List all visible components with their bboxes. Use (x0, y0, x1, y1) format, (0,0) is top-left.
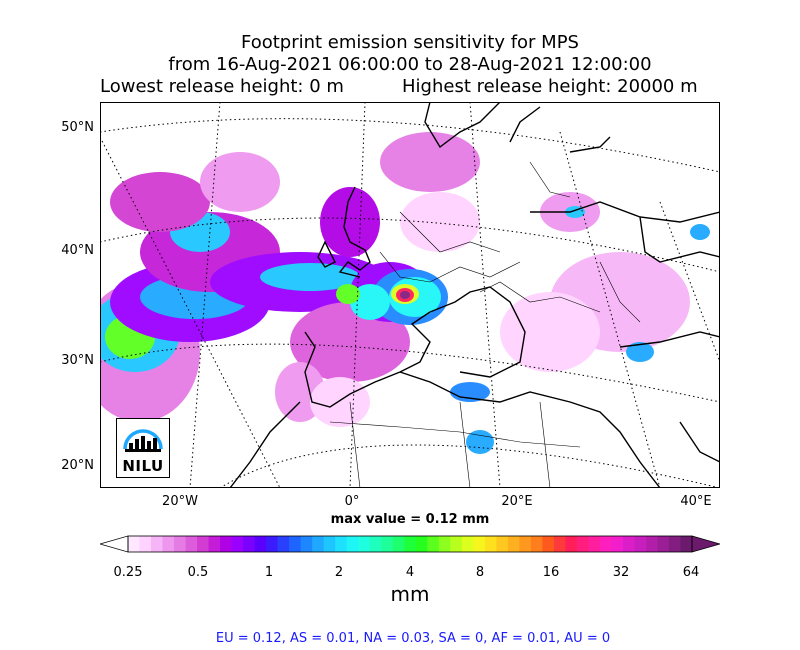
colorbar-cell (185, 536, 198, 552)
max-value-label: max value = 0.12 mm (330, 512, 490, 527)
colorbar-cell (369, 536, 382, 552)
colorbar-tick-label: 32 (612, 565, 630, 580)
lon-label-20e: 20°E (501, 494, 533, 509)
colorbar-cell (530, 536, 543, 552)
colorbar-max-arrow (691, 535, 720, 553)
colorbar-cell (576, 536, 589, 552)
colorbar-cell (392, 536, 405, 552)
plot-time-range: from 16-Aug-2021 06:00:00 to 28-Aug-2021… (168, 54, 652, 75)
colorbar-cell (174, 536, 186, 552)
colorbar-cell (151, 536, 163, 552)
colorbar-cell (588, 536, 601, 552)
colorbar-cell (254, 536, 267, 552)
colorbar-cell (622, 536, 635, 552)
map-canvas (100, 102, 720, 488)
colorbar-cell (266, 536, 279, 552)
colorbar-cell (484, 536, 497, 552)
colorbar-cell (473, 536, 486, 552)
colorbar-cell (208, 536, 221, 552)
colorbar-tick-label: 16 (542, 565, 560, 580)
colorbar-cell (657, 536, 670, 552)
colorbar-cell (565, 536, 578, 552)
colorbar-tick-label: 8 (475, 565, 485, 580)
colorbar-cell (450, 536, 463, 552)
highest-release-height: Highest release height: 20000 m (402, 76, 698, 97)
colorbar-cell (346, 536, 359, 552)
colorbar-cell (139, 536, 152, 552)
lat-label-40n: 40°N (61, 243, 94, 258)
colorbar-cell (553, 536, 566, 552)
lat-label-20n: 20°N (61, 458, 94, 473)
lon-label-0: 0° (344, 494, 360, 509)
sensitivity-field (100, 132, 710, 454)
lat-label-50n: 50°N (61, 120, 94, 135)
colorbar-cell (335, 536, 348, 552)
colorbar-tick-label: 2 (334, 565, 344, 580)
colorbar-cell (611, 536, 624, 552)
colorbar-tick-label: 0.5 (187, 565, 209, 580)
colorbar-cell (162, 536, 175, 552)
colorbar-min-arrow (100, 535, 129, 553)
colorbar-cell (415, 536, 428, 552)
colorbar-cell (438, 536, 451, 552)
colorbar-cell (358, 536, 371, 552)
colorbar-cell (277, 536, 290, 552)
colorbar-cell (599, 536, 612, 552)
colorbar-cell (461, 536, 474, 552)
colorbar-cell (231, 536, 244, 552)
nilu-logo-icon (123, 429, 163, 452)
nilu-logo-text: NILU (122, 457, 164, 475)
colorbar-cell (128, 536, 140, 552)
colorbar-tick-label: 4 (405, 565, 415, 580)
colorbar-cell (680, 536, 693, 552)
lat-label-30n: 30°N (61, 353, 94, 368)
footprint-map (100, 102, 720, 488)
lon-label-40e: 40°E (680, 494, 712, 509)
plot-title: Footprint emission sensitivity for MPS (241, 32, 579, 53)
colorbar-cell (300, 536, 313, 552)
colorbar-cell (404, 536, 417, 552)
colorbar-cell (542, 536, 555, 552)
colorbar-cell (243, 536, 256, 552)
colorbar-cell (507, 536, 520, 552)
colorbar-cell (220, 536, 232, 552)
colorbar-cell (323, 536, 336, 552)
borders (329, 161, 641, 488)
colorbar-cell (381, 536, 394, 552)
colorbar-cell (197, 536, 209, 552)
colorbar-cell (668, 536, 681, 552)
colorbar-cell (312, 536, 325, 552)
colorbar-cell (289, 536, 302, 552)
coastlines (229, 102, 720, 488)
region-summary: EU = 0.12, AS = 0.01, NA = 0.03, SA = 0,… (215, 631, 611, 646)
map-frame (100, 102, 720, 488)
colorbar-tick-label: 1 (264, 565, 274, 580)
graticule (100, 102, 720, 488)
colorbar-tick-label: 64 (682, 565, 700, 580)
colorbar (100, 535, 720, 553)
nilu-logo: NILU (116, 418, 170, 478)
colorbar-tick-label: 0.25 (113, 565, 143, 580)
colorbar-cell (496, 536, 509, 552)
colorbar-unit: mm (390, 582, 430, 606)
colorbar-cell (645, 536, 658, 552)
lowest-release-height: Lowest release height: 0 m (100, 76, 344, 97)
colorbar-cell (634, 536, 647, 552)
colorbar-cell (427, 536, 440, 552)
colorbar-cell (519, 536, 532, 552)
lon-label-20w: 20°W (162, 494, 198, 509)
